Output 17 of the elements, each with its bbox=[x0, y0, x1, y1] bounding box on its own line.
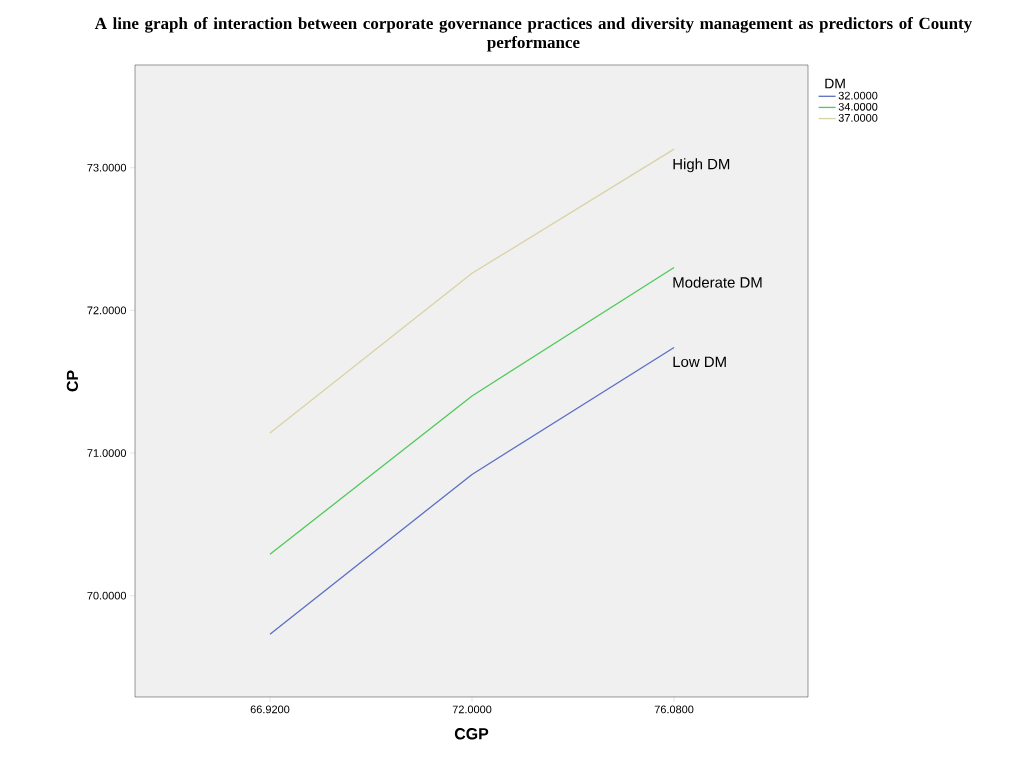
legend-label: 32.0000 bbox=[838, 91, 878, 100]
annotation: Low DM bbox=[673, 356, 726, 368]
x-axis-title: CGP bbox=[454, 728, 489, 740]
y-tick-label: 71.0000 bbox=[87, 449, 127, 457]
legend-label: 37.0000 bbox=[838, 114, 878, 122]
legend-title: DM bbox=[825, 78, 845, 89]
y-axis-title: CP bbox=[66, 370, 79, 392]
x-tick-label: 66.9200 bbox=[250, 705, 290, 714]
x-tick-label: 76.0800 bbox=[654, 705, 694, 714]
annotation: Moderate DM bbox=[673, 276, 762, 288]
legend-label: 34.0000 bbox=[838, 102, 878, 111]
annotation: High DM bbox=[673, 158, 730, 173]
chart-title: A line graph of interaction between corporate governance practices and diversity management as predictors of County performance bbox=[94, 17, 972, 52]
y-tick-label: 73.0000 bbox=[87, 163, 127, 172]
x-tick-label: 72.0000 bbox=[452, 705, 492, 714]
y-tick-label: 72.0000 bbox=[87, 306, 127, 315]
y-tick-label: 70.0000 bbox=[87, 591, 127, 600]
